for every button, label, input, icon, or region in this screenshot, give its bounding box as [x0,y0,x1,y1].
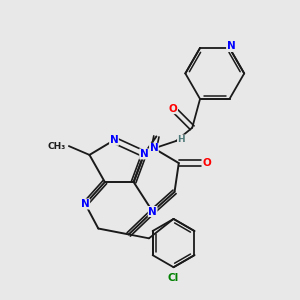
Text: O: O [202,158,211,168]
Text: N: N [150,143,158,153]
Text: N: N [148,206,157,217]
Text: Cl: Cl [168,272,179,283]
Text: N: N [226,41,235,52]
Text: H: H [178,135,185,144]
Text: O: O [169,103,177,114]
Text: N: N [140,149,148,159]
Text: N: N [110,135,118,145]
Text: CH₃: CH₃ [48,142,66,151]
Text: N: N [81,199,90,209]
